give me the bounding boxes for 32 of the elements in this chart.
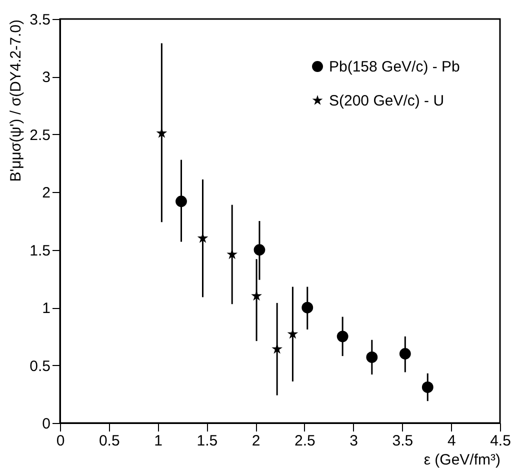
y-axis-title: B'μμσ(ψ') / σ(DY4.2-7.0) [8, 20, 25, 182]
y-tick-label: 1 [42, 300, 50, 318]
x-tick-label: 2 [252, 432, 260, 450]
point [422, 382, 434, 393]
point [336, 330, 348, 342]
point [302, 302, 314, 314]
y-tick-label: 0 [42, 416, 50, 432]
y-tick-label: 0.5 [30, 358, 50, 375]
y-tick-label: 3 [42, 69, 50, 86]
y-tick-label: 1.5 [30, 242, 50, 260]
legend-label: Pb(158 GeV/c) - Pb [329, 58, 460, 76]
y-tick-label: 2.5 [30, 126, 50, 144]
point [254, 244, 266, 256]
legend-label: S(200 GeV/c) - U [329, 92, 444, 110]
y-tick-label: 3.5 [30, 12, 50, 28]
point [226, 248, 238, 260]
x-tick-label: 4 [447, 432, 456, 450]
point [399, 348, 411, 360]
x-tick-label: 1.5 [196, 432, 218, 450]
x-tick-label: 3.5 [392, 432, 414, 450]
x-tick-label: 0 [56, 432, 65, 450]
y-tick-label: 2 [42, 184, 50, 202]
point [156, 128, 168, 138]
point [366, 352, 378, 363]
x-tick-label: 0.5 [98, 432, 120, 450]
x-tick-label: 4.5 [490, 432, 511, 450]
x-tick-label: 2.5 [294, 432, 316, 450]
x-axis-title: ε (GeV/fm³) [424, 452, 500, 468]
x-tick-label: 1 [154, 432, 162, 450]
point [176, 196, 187, 208]
x-tick-label: 3 [350, 432, 358, 450]
point [287, 328, 298, 339]
